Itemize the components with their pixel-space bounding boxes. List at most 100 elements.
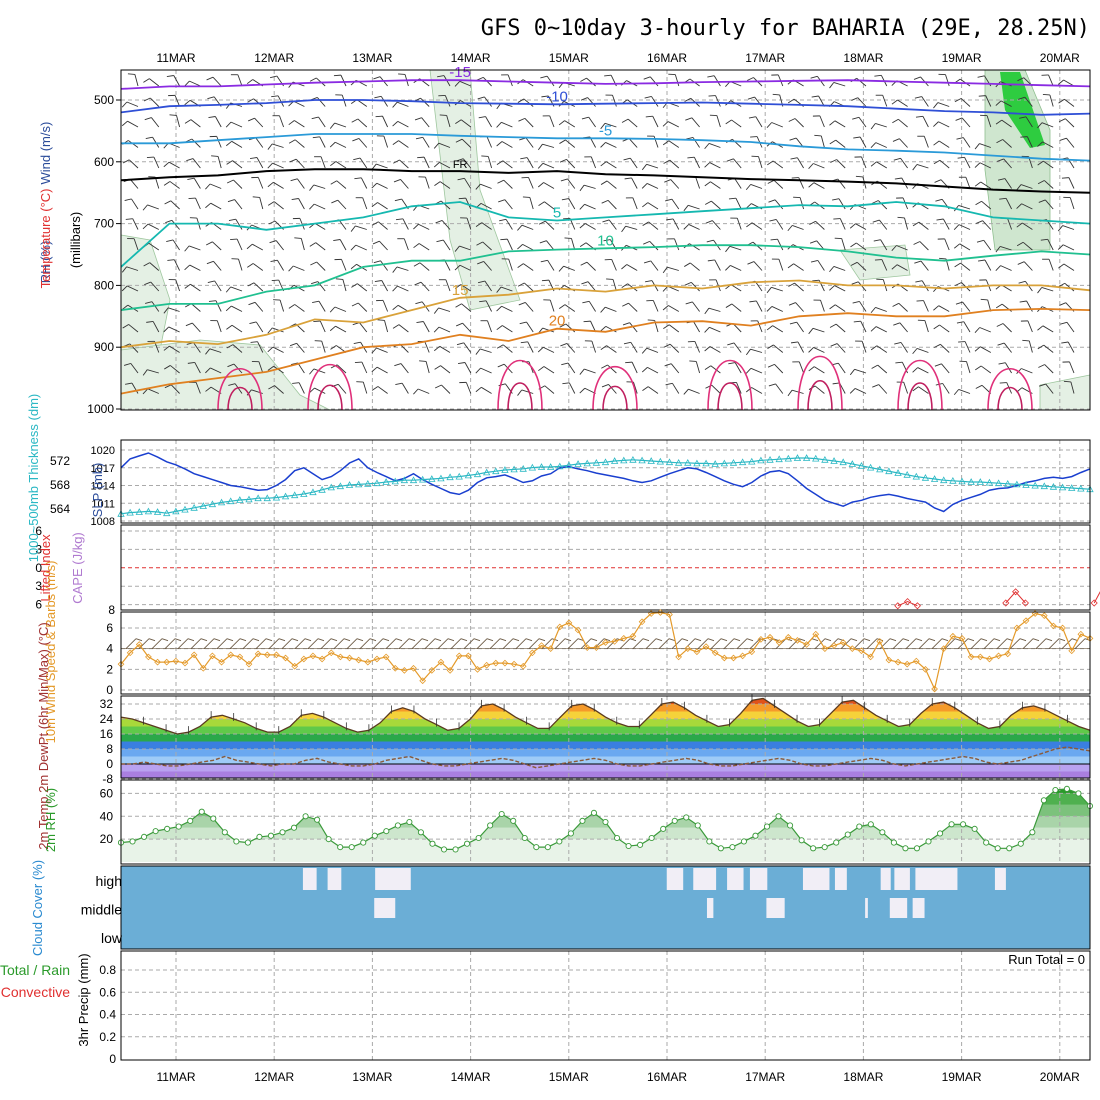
cape-point (894, 602, 902, 610)
upper-air-wind-barb-flag (477, 261, 484, 265)
rh2m-point (798, 837, 805, 844)
rh2m-point (844, 831, 851, 838)
upper-air-wind-barb (279, 115, 285, 128)
bottom-date-label: 18MAR (843, 1070, 883, 1084)
upper-air-wind-barb-flag (933, 305, 939, 311)
upper-air-wind-barb-flag (1016, 241, 1024, 247)
thickness-point (748, 457, 756, 465)
upper-air-wind-barb (861, 156, 867, 169)
upper-air-wind-barb-flag (267, 143, 273, 150)
upper-air-wind-barb (607, 364, 617, 374)
upper-air-wind-barb (563, 265, 575, 271)
upper-air-wind-barb (314, 387, 326, 394)
rh2m-point (1006, 845, 1013, 852)
upper-air-wind-barb-flag (935, 198, 943, 202)
upper-air-wind-barb-flag (874, 74, 882, 77)
thickness-point (355, 480, 363, 488)
upper-air-wind-barb (1042, 141, 1054, 148)
upper-air-wind-barb-flag (934, 363, 942, 367)
upper-air-wind-barb-flag (772, 93, 780, 96)
surface-wind-barb (957, 638, 969, 649)
upper-air-wind-barb-flag (956, 321, 964, 324)
upper-air-wind-barb (439, 345, 451, 353)
thickness-point (1013, 480, 1021, 488)
upper-air-wind-barb-flag (226, 160, 233, 165)
upper-air-wind-barb-flag (870, 307, 876, 314)
upper-air-wind-barb-flag (664, 363, 672, 367)
upper-air-wind-barb (627, 118, 638, 128)
upper-air-wind-barb (169, 181, 180, 189)
upper-air-wind-barb (794, 118, 804, 128)
upper-air-wind-barb-flag (1018, 96, 1025, 100)
upper-air-wind-barb-flag (766, 287, 772, 294)
upper-air-wind-barb-flag (517, 98, 525, 103)
lifted-index-tick-label: 0 (35, 561, 42, 575)
upper-air-wind-barb (584, 203, 596, 210)
rh2m-point (810, 845, 817, 852)
upper-air-wind-barb-flag (539, 240, 547, 244)
upper-air-wind-barb-flag (704, 143, 710, 150)
upper-air-wind-barb-flag (499, 218, 507, 222)
surface-wind-barb-flag (330, 638, 338, 642)
thickness-point (428, 475, 436, 482)
wind-speed-point (711, 649, 719, 657)
temperature-tick-label: 24 (100, 712, 114, 726)
upper-air-wind-barb (875, 123, 887, 128)
upper-air-wind-barb-flag (870, 345, 878, 351)
thickness-point (464, 471, 473, 479)
upper-air-wind-barb (773, 344, 784, 353)
upper-air-wind-barb (820, 135, 825, 148)
upper-air-wind-barb-flag (1017, 77, 1024, 82)
upper-air-wind-barb-flag (726, 158, 734, 162)
upper-air-wind-barb (501, 121, 513, 128)
rh2m-point (983, 839, 990, 846)
upper-air-wind-barb (835, 139, 846, 148)
upper-air-wind-barb (508, 258, 513, 271)
temperature-band (121, 749, 1090, 757)
upper-air-wind-barb-flag (725, 303, 733, 308)
upper-air-wind-barb (523, 98, 534, 107)
upper-air-wind-barb-flag (371, 182, 378, 189)
upper-air-wind-barb (379, 240, 388, 251)
upper-air-wind-barb (190, 119, 201, 128)
rh-band (121, 827, 1090, 840)
upper-air-wind-barb-flag (975, 220, 983, 224)
upper-air-wind-barb-flag (455, 322, 463, 327)
upper-air-wind-barb-flag (728, 197, 736, 200)
thickness-point (1077, 484, 1085, 492)
surface-wind-barb-flag (850, 638, 858, 642)
upper-air-wind-barb-flag (350, 244, 357, 251)
surface-wind-barb-flag (382, 638, 390, 642)
wind-speed-point (236, 653, 244, 661)
upper-air-wind-barb (794, 282, 804, 292)
surface-wind-barb-flag (863, 638, 871, 642)
upper-air-wind-barb-flag (912, 348, 918, 355)
thickness-point (812, 454, 820, 462)
lifted-index-tick-label: 3 (35, 579, 42, 593)
thickness-line (120, 457, 1091, 515)
warm-loop (592, 366, 638, 411)
upper-air-wind-barb (503, 179, 513, 189)
upper-air-wind-barb (709, 326, 721, 333)
upper-air-wind-barb (210, 367, 222, 374)
upper-air-wind-barb-flag (953, 243, 960, 249)
upper-air-wind-barb-flag (225, 286, 232, 293)
upper-air-wind-barb (234, 199, 243, 210)
upper-air-wind-barb-flag (373, 76, 381, 80)
temperature-band (121, 726, 1090, 734)
upper-air-wind-barb-flag (247, 117, 255, 122)
upper-air-wind-barb-flag (331, 199, 338, 204)
upper-air-wind-barb-flag (913, 241, 921, 245)
upper-air-wind-barb-flag (1037, 325, 1044, 331)
upper-air-wind-barb (1021, 368, 1033, 374)
surface-wind-barb (1035, 638, 1047, 649)
upper-air-wind-barb-flag (665, 382, 673, 386)
upper-air-wind-barb-flag (912, 164, 918, 171)
upper-air-wind-barb-flag (187, 361, 195, 364)
wind-speed-point (720, 654, 728, 662)
upper-air-wind-barb (631, 361, 638, 374)
surface-wind-barb (359, 638, 371, 649)
upper-air-wind-barb (898, 118, 908, 128)
upper-air-wind-barb (152, 136, 160, 148)
slp-tick-label: 1017 (91, 463, 115, 475)
